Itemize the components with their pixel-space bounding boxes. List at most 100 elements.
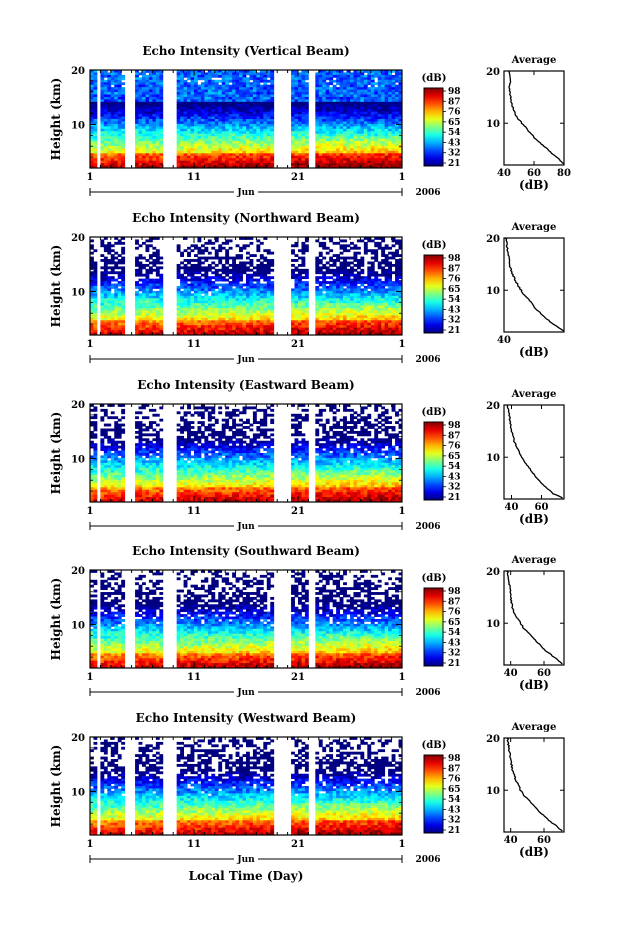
- panel-title: Echo Intensity (Northward Beam): [132, 211, 360, 225]
- colorbar-tick-label: 21: [448, 659, 461, 669]
- average-y-tick-label: 10: [486, 119, 500, 130]
- colorbar-unit: (dB): [422, 73, 447, 84]
- colorbar-unit: (dB): [422, 240, 447, 251]
- average-frame: [503, 404, 565, 500]
- colorbar-tick-label: 43: [448, 472, 461, 482]
- x-tick-label: 1: [87, 339, 94, 350]
- panel-4: Echo Intensity (Southward Beam) Height (k…: [49, 544, 565, 698]
- y-axis-label: Height (km): [49, 245, 63, 328]
- average-x-tick-label: 40: [497, 335, 511, 346]
- average-y-tick-label: 10: [486, 619, 500, 630]
- average-y-tick-label: 10: [486, 453, 500, 464]
- y-tick-label: 10: [71, 287, 85, 298]
- x-tick-label: 1: [87, 672, 94, 683]
- average-x-tick-label: 40: [504, 668, 518, 679]
- x-tick-label: 11: [187, 839, 201, 850]
- colorbar-tick-label: 98: [448, 87, 461, 97]
- colorbar-tick-label: 32: [448, 816, 461, 826]
- y-tick-label: 20: [71, 233, 85, 244]
- panel-title: Echo Intensity (Westward Beam): [136, 711, 357, 725]
- heatmap: [90, 737, 403, 836]
- y-axis-label: Height (km): [49, 412, 63, 495]
- panel-3: Echo Intensity (Eastward Beam) Height (km…: [49, 378, 565, 532]
- average-x-tick-label: 60: [527, 168, 541, 179]
- average-title: Average: [511, 222, 557, 233]
- colorbar-tick-label: 65: [448, 118, 461, 128]
- colorbar-tick-label: 43: [448, 138, 461, 148]
- year-label: 2006: [415, 688, 440, 698]
- colorbar-tick-label: 65: [448, 285, 461, 295]
- colorbar-tick-label: 65: [448, 785, 461, 795]
- year-label: 2006: [415, 355, 440, 365]
- colorbar-tick-label: 87: [448, 597, 461, 607]
- panel-title: Echo Intensity (Southward Beam): [132, 544, 360, 558]
- panel-title: Echo Intensity (Eastward Beam): [137, 378, 354, 392]
- average-x-label: (dB): [519, 678, 549, 692]
- colorbar-tick-label: 43: [448, 305, 461, 315]
- y-tick-label: 20: [71, 66, 85, 77]
- colorbar-tick-label: 54: [448, 628, 461, 638]
- colorbar-tick-label: 87: [448, 764, 461, 774]
- average-profile-line: [508, 70, 565, 165]
- x-tick-label: 1: [87, 172, 94, 183]
- average-y-tick-label: 20: [486, 401, 500, 412]
- average-frame: [503, 70, 565, 166]
- average-x-tick-label: 40: [504, 835, 518, 846]
- colorbar-unit: (dB): [422, 407, 447, 418]
- heatmap: [90, 404, 403, 503]
- x-tick-label: 21: [291, 506, 305, 517]
- colorbar-tick-label: 87: [448, 431, 461, 441]
- y-tick-label: 10: [71, 787, 85, 798]
- colorbar-tick-label: 32: [448, 316, 461, 326]
- average-title: Average: [511, 55, 557, 66]
- average-title: Average: [511, 722, 557, 733]
- y-tick-label: 20: [71, 566, 85, 577]
- year-label: 2006: [415, 855, 440, 865]
- colorbar-tick-label: 98: [448, 254, 461, 264]
- average-y-tick-label: 20: [486, 67, 500, 78]
- colorbar-tick-label: 54: [448, 295, 461, 305]
- colorbar-tick-label: 76: [448, 775, 461, 785]
- average-title: Average: [511, 389, 557, 400]
- heatmap: [90, 570, 403, 669]
- x-tick-label: 21: [291, 839, 305, 850]
- x-tick-label: 11: [187, 506, 201, 517]
- x-tick-label: 11: [187, 672, 201, 683]
- x-tick-label: 11: [187, 339, 201, 350]
- y-axis-label: Height (km): [49, 578, 63, 661]
- average-profile-line: [506, 737, 563, 832]
- average-y-tick-label: 10: [486, 786, 500, 797]
- average-title: Average: [511, 555, 557, 566]
- colorbar-tick-label: 65: [448, 618, 461, 628]
- month-label: Jun: [236, 522, 255, 532]
- year-label: 2006: [415, 188, 440, 198]
- colorbar-tick-label: 43: [448, 638, 461, 648]
- x-tick-label: 1: [399, 506, 406, 517]
- colorbar-tick-label: 87: [448, 264, 461, 274]
- colorbar-tick-label: 76: [448, 275, 461, 285]
- colorbar: [423, 421, 444, 501]
- x-tick-label: 1: [87, 839, 94, 850]
- x-tick-label: 21: [291, 339, 305, 350]
- x-tick-label: 1: [399, 839, 406, 850]
- average-x-tick-label: 40: [505, 502, 519, 513]
- average-profile-line: [504, 237, 565, 332]
- average-x-tick-label: 40: [497, 168, 511, 179]
- average-y-tick-label: 20: [486, 234, 500, 245]
- average-y-tick-label: 20: [486, 567, 500, 578]
- heatmap: [90, 237, 403, 336]
- colorbar-tick-label: 21: [448, 159, 461, 169]
- colorbar-tick-label: 21: [448, 826, 461, 836]
- panel-2: Echo Intensity (Northward Beam) Height (k…: [49, 211, 565, 365]
- panel-5: Echo Intensity (Westward Beam) Height (km…: [49, 711, 565, 865]
- y-tick-label: 10: [71, 454, 85, 465]
- month-label: Jun: [236, 688, 255, 698]
- colorbar-tick-label: 76: [448, 108, 461, 118]
- average-x-label: (dB): [519, 345, 549, 359]
- colorbar-tick-label: 54: [448, 128, 461, 138]
- y-tick-label: 20: [71, 400, 85, 411]
- colorbar-tick-label: 98: [448, 754, 461, 764]
- average-x-label: (dB): [519, 178, 549, 192]
- average-frame: [503, 737, 565, 833]
